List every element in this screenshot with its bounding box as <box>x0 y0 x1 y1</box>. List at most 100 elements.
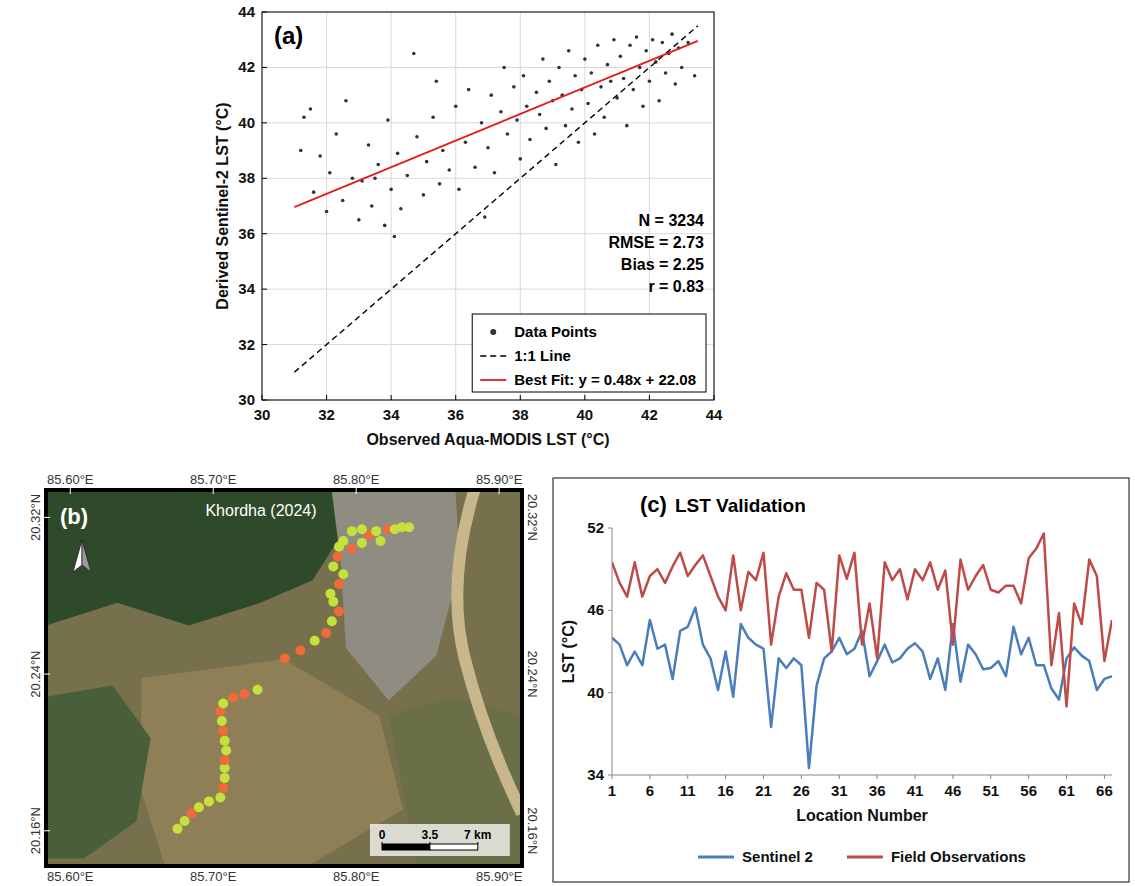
tick-label: 44 <box>706 406 723 423</box>
tick-label: 20.24°N <box>525 651 540 698</box>
data-point <box>386 118 390 122</box>
annotation: r = 0.83 <box>648 278 704 295</box>
tick-mark <box>391 395 392 400</box>
location-point <box>347 544 357 554</box>
data-point <box>522 74 526 78</box>
scale-bar-label: 0 <box>379 828 386 842</box>
tick-label: 34 <box>587 766 604 783</box>
data-point <box>334 132 338 136</box>
legend-marker <box>698 856 734 859</box>
data-point <box>573 74 577 78</box>
plot-area <box>262 12 714 400</box>
scale-bar-tick <box>429 842 430 844</box>
tick-mark <box>262 289 267 290</box>
location-point <box>338 569 348 579</box>
tick-mark <box>499 488 500 494</box>
tick-label: 38 <box>238 169 255 186</box>
tick-label: 85.90°E <box>476 869 523 884</box>
location-point <box>280 653 290 663</box>
tick-label: 34 <box>383 406 400 423</box>
tick-mark <box>213 488 214 494</box>
plot-frame <box>262 12 714 400</box>
series-line <box>294 41 698 207</box>
data-point <box>648 79 652 83</box>
data-point <box>431 116 435 120</box>
data-point <box>457 188 461 192</box>
chart-title: LST Validation <box>675 495 806 516</box>
data-point <box>586 102 590 106</box>
location-point <box>228 693 238 703</box>
data-point <box>680 66 684 70</box>
tick-mark <box>608 692 612 693</box>
data-point <box>483 215 487 219</box>
data-point <box>599 85 603 89</box>
data-point <box>493 171 497 175</box>
data-point <box>593 132 597 136</box>
tick-label: 61 <box>1058 782 1075 799</box>
legend-marker <box>480 379 506 381</box>
tick-label: 42 <box>641 406 658 423</box>
location-point <box>375 536 385 546</box>
tick-label: 42 <box>238 58 255 75</box>
location-point <box>328 561 338 571</box>
tick-mark <box>608 775 612 776</box>
north-arrow <box>73 540 82 572</box>
tick-label: 40 <box>238 114 255 131</box>
tick-label: 40 <box>587 684 604 701</box>
tick-label: 40 <box>577 406 594 423</box>
location-point <box>325 589 335 599</box>
tick-mark <box>520 395 521 400</box>
location-point <box>217 716 227 726</box>
data-point <box>370 204 374 208</box>
grid-line <box>262 67 714 68</box>
annotation: RMSE = 2.73 <box>608 234 704 251</box>
annotation: Bias = 2.25 <box>621 256 704 273</box>
tick-mark <box>608 610 612 611</box>
data-point <box>644 49 648 53</box>
tick-label: 85.70°E <box>190 472 237 487</box>
tick-label: 85.70°E <box>190 869 237 884</box>
data-point <box>651 38 655 42</box>
data-point <box>389 188 393 192</box>
tick-label: 26 <box>793 782 810 799</box>
data-point <box>351 176 355 180</box>
data-point <box>405 174 409 178</box>
forest <box>46 686 151 859</box>
tick-label: 34 <box>238 280 255 297</box>
location-point <box>253 685 263 695</box>
tick-mark <box>262 178 267 179</box>
data-point <box>541 57 545 61</box>
scale-bar-segment <box>382 844 430 850</box>
tick-mark <box>1066 775 1067 779</box>
data-point <box>528 138 532 142</box>
data-point <box>312 190 316 194</box>
legend: Sentinel 2Field Observations <box>698 848 1026 865</box>
data-point <box>373 176 377 180</box>
data-point <box>641 104 645 108</box>
data-point <box>486 146 490 150</box>
tick-label: 36 <box>238 225 255 242</box>
tick-label: 56 <box>1020 782 1037 799</box>
tick-mark <box>612 775 613 779</box>
tick-label: 20.32°N <box>525 494 540 541</box>
grid-line <box>455 12 456 400</box>
tick-mark <box>44 517 50 518</box>
data-point <box>525 104 529 108</box>
location-point <box>215 792 225 802</box>
data-point <box>567 49 571 53</box>
axis-title: Location Number <box>796 807 928 824</box>
location-point <box>221 745 231 755</box>
data-point <box>535 91 539 95</box>
tick-label: 66 <box>1096 782 1113 799</box>
location-point <box>220 755 230 765</box>
tick-mark <box>262 12 267 13</box>
location-point <box>357 524 367 534</box>
location-point <box>334 606 344 616</box>
location-point <box>334 579 344 589</box>
tick-label: 21 <box>755 782 772 799</box>
tick-mark <box>990 775 991 779</box>
location-point <box>310 636 320 646</box>
location-point <box>194 802 204 812</box>
river <box>457 490 522 813</box>
data-point <box>435 79 439 83</box>
